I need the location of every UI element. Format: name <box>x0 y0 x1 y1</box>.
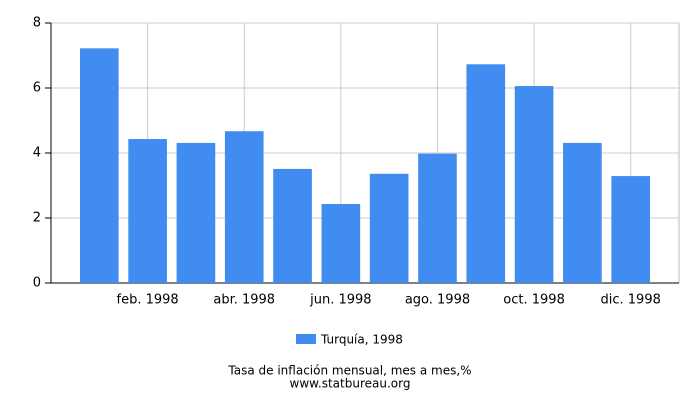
bar <box>321 204 361 283</box>
legend-label: Turquía, 1998 <box>320 333 403 347</box>
x-tick-label: ago. 1998 <box>405 293 470 308</box>
bar <box>466 64 506 284</box>
y-tick-label: 2 <box>33 211 41 226</box>
bar <box>224 131 264 283</box>
bar <box>514 86 554 283</box>
x-tick-label: abr. 1998 <box>213 293 275 308</box>
bar <box>418 153 457 283</box>
x-tick-label: dic. 1998 <box>601 293 661 308</box>
chart-subtitle: www.statbureau.org <box>290 377 411 391</box>
y-tick-label: 0 <box>33 276 41 291</box>
bar <box>176 142 216 283</box>
y-tick-label: 8 <box>33 16 41 31</box>
x-tick-label: oct. 1998 <box>503 293 565 308</box>
bar <box>79 48 119 283</box>
x-tick-label: feb. 1998 <box>117 293 179 308</box>
bar <box>611 176 651 283</box>
bar <box>563 142 602 283</box>
legend-swatch <box>296 334 316 344</box>
y-tick-label: 4 <box>33 146 41 161</box>
bar <box>369 173 409 283</box>
y-tick-label: 6 <box>33 81 41 96</box>
bar <box>273 168 312 283</box>
bar <box>128 139 167 283</box>
x-tick-label: jun. 1998 <box>309 293 371 308</box>
chart-title: Tasa de inflación mensual, mes a mes,% <box>227 364 471 378</box>
